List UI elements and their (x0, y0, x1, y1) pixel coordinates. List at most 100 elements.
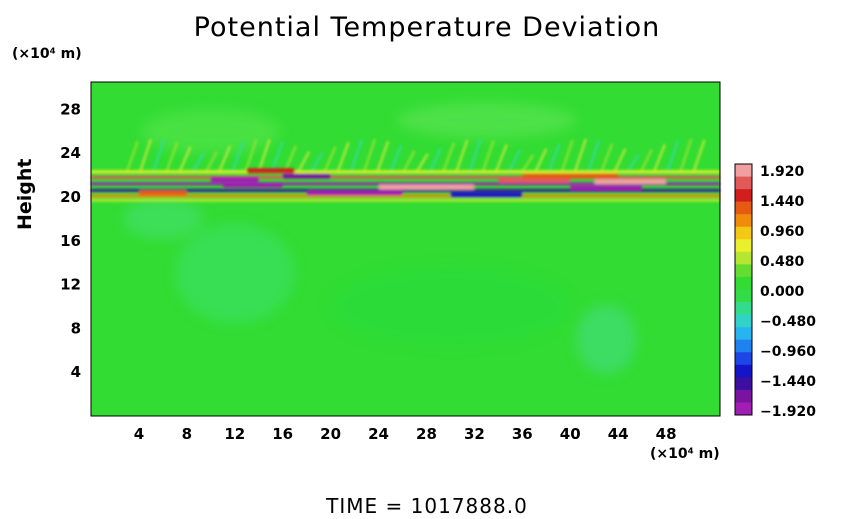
wave-crest (521, 154, 535, 173)
y-tick-label: 20 (60, 188, 81, 206)
wave-crest (178, 146, 192, 173)
anomaly-streak (222, 182, 283, 188)
wave-crests (125, 138, 706, 173)
x-tick-label: 36 (512, 425, 533, 443)
x-tick-label: 20 (320, 425, 341, 443)
colorbar-segment (735, 352, 752, 366)
colorbar-label: 0.480 (760, 254, 805, 270)
wave-crest (297, 151, 311, 173)
x-tick-label: 44 (608, 425, 629, 443)
x-tick-label: 16 (272, 425, 293, 443)
x-axis-unit: (×10⁴ m) (650, 446, 720, 462)
wave-crest (573, 138, 588, 173)
wave-crest (231, 141, 245, 173)
texture-patch (330, 266, 571, 347)
colorbar-label: 0.960 (760, 224, 805, 240)
anomaly-bands (91, 168, 720, 202)
wave-crest (494, 143, 508, 173)
y-tick-label: 8 (71, 319, 81, 337)
wave-crest (257, 138, 271, 173)
anomaly-streak (594, 179, 667, 185)
wave-crest (626, 154, 640, 173)
anomaly-band (91, 188, 720, 193)
texture-patch (122, 198, 203, 239)
wave-crest (138, 138, 153, 173)
y-axis-unit: (×10⁴ m) (12, 46, 82, 62)
wave-crest (376, 140, 390, 173)
anomaly-streak (570, 185, 643, 191)
anomaly-streak (246, 168, 295, 174)
colorbar-segment (735, 276, 752, 290)
x-tick-label: 12 (224, 425, 245, 443)
y-axis-ticks: 4 8 12 16 20 24 28 (60, 100, 81, 381)
colorbar-label: −0.960 (760, 344, 816, 360)
heatmap-plot (90, 81, 721, 417)
x-tick-label: 28 (416, 425, 437, 443)
wave-crest (323, 146, 337, 173)
x-tick-label: 4 (134, 425, 144, 443)
wave-crest (481, 140, 495, 173)
colorbar-segment (735, 402, 752, 416)
wave-crest (442, 142, 456, 173)
colorbar-segment (735, 314, 752, 328)
texture-patch (396, 102, 577, 139)
wave-crest (560, 139, 574, 173)
wave-crest (204, 151, 218, 173)
anomaly-band (91, 198, 720, 202)
anomaly-band (91, 182, 720, 186)
colorbar-segment (735, 201, 752, 215)
wave-crest (652, 143, 667, 173)
colorbar-segment (735, 264, 752, 278)
wave-crest (639, 149, 653, 173)
colorbar-segment (735, 339, 752, 353)
anomaly-band (91, 170, 720, 174)
wave-crest (165, 141, 179, 173)
wave-crest (152, 139, 166, 173)
y-tick-label: 16 (60, 232, 81, 250)
wave-crest (218, 145, 232, 173)
wave-crest (244, 138, 258, 173)
y-tick-label: 24 (60, 144, 81, 162)
wave-crest (310, 152, 324, 173)
wave-crest (270, 141, 284, 173)
anomaly-streak (282, 173, 331, 179)
chart-title: Potential Temperature Deviation (193, 12, 661, 43)
colorbar-label: −1.440 (760, 374, 816, 390)
texture-patch (174, 223, 295, 324)
wave-crest (389, 144, 403, 173)
wave-crest (283, 145, 298, 173)
y-tick-label: 28 (60, 100, 81, 118)
colorbar-segment (735, 377, 752, 391)
x-axis-ticks: 4 8 12 16 20 24 28 32 36 40 44 48 (134, 425, 677, 443)
colorbar-segment (735, 327, 752, 340)
x-tick-label: 32 (464, 425, 485, 443)
texture-patch (576, 304, 637, 375)
colorbar-segment (735, 189, 752, 202)
colorbar-label: 0.000 (760, 284, 805, 300)
wave-crest (600, 143, 614, 173)
wave-crest (191, 152, 205, 173)
colorbar-label: 1.920 (760, 164, 805, 180)
anomaly-streak (138, 190, 187, 196)
colorbar-segment (735, 164, 752, 177)
plot-border (90, 81, 721, 417)
anomaly-streak (210, 176, 259, 182)
wave-crest (415, 153, 429, 173)
wave-crest (428, 147, 442, 173)
wave-crest (692, 139, 706, 173)
anomaly-streak (306, 190, 403, 196)
y-tick-label: 12 (60, 276, 81, 294)
wave-crest (547, 143, 561, 173)
wave-crest (455, 139, 469, 173)
anomaly-band (91, 175, 720, 179)
wave-crest (613, 148, 627, 173)
wave-crest (679, 138, 693, 173)
x-tick-label: 8 (182, 425, 192, 443)
colorbar-segment (735, 214, 752, 228)
colorbar-border (734, 163, 753, 416)
colorbar-segment (735, 364, 752, 378)
wave-crest (362, 138, 377, 173)
wave-crest (336, 141, 350, 173)
texture-patch (140, 109, 281, 154)
